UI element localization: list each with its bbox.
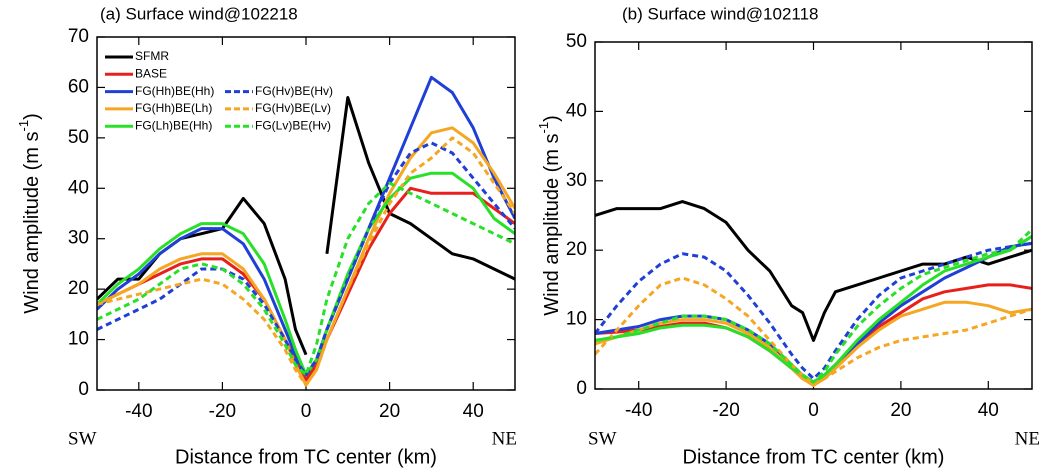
legend-label: FG(Lv)BE(Hv) — [255, 118, 331, 132]
panel: 0 10 20 30 40 50 60 70 -40 -20 0 20 40 (a) Surface wi… — [16, 4, 517, 468]
x-tick-label: 20 — [890, 400, 911, 421]
x-tick-label: 20 — [379, 401, 400, 422]
series-line — [97, 96, 515, 356]
plot-frame — [96, 36, 516, 391]
direction-label: NE — [492, 428, 517, 449]
y-tick-label: 0 — [576, 378, 587, 399]
x-axis-label: Distance from TC center (km) — [683, 446, 945, 468]
series-line — [595, 241, 1032, 381]
y-tick-label: 50 — [68, 127, 89, 148]
x-tick-label: -40 — [625, 400, 652, 421]
legend-label: FG(Hh)BE(Lh) — [135, 101, 212, 115]
y-tick-label: 40 — [68, 177, 89, 198]
x-tick-label: -40 — [125, 401, 152, 422]
legend-label: FG(Hh)BE(Hh) — [135, 84, 214, 98]
legend-label: FG(Lh)BE(Hh) — [135, 118, 212, 132]
chart-title: (a) Surface wind@102218 — [100, 4, 298, 23]
y-axis-label-end: ) — [541, 115, 563, 122]
y-axis-label-text: Wind amplitude (m s — [541, 133, 563, 315]
y-tick-label: 30 — [68, 228, 89, 249]
x-axis-label: Distance from TC center (km) — [175, 446, 437, 468]
y-axis-label-sup: -1 — [16, 120, 31, 132]
x-tick-label: -20 — [209, 401, 236, 422]
plot-frame — [594, 41, 1033, 390]
y-tick-label: 70 — [68, 26, 89, 47]
y-tick-label: 60 — [68, 76, 89, 97]
direction-label: NE — [1015, 428, 1040, 449]
legend-label: FG(Hv)BE(Lv) — [255, 101, 331, 115]
y-tick-label: 0 — [78, 379, 89, 400]
y-tick-label: 10 — [566, 309, 587, 330]
x-tick-label: -20 — [712, 400, 739, 421]
series-line — [595, 228, 1032, 384]
y-tick-label: 30 — [566, 170, 587, 191]
legend-label: SFMR — [135, 49, 169, 63]
series-line — [97, 186, 515, 382]
direction-label: SW — [588, 428, 617, 449]
y-tick-label: 20 — [68, 278, 89, 299]
y-axis-label-sup: -1 — [536, 122, 551, 134]
series-line — [97, 136, 515, 387]
series-line — [595, 300, 1032, 387]
y-tick-label: 50 — [566, 31, 587, 52]
series-line — [595, 276, 1032, 386]
series-line — [97, 126, 515, 387]
x-tick-label: 40 — [978, 400, 999, 421]
series-line — [97, 141, 515, 377]
y-axis-label-end: ) — [21, 113, 43, 120]
x-tick-label: 0 — [808, 400, 819, 421]
legend-label: BASE — [135, 66, 167, 80]
y-axis-label: Wind amplitude (m s-1) — [536, 115, 563, 316]
x-tick-label: 40 — [463, 401, 484, 422]
y-axis-label: Wind amplitude (m s-1) — [16, 113, 43, 314]
chart-title: (b) Surface wind@102118 — [622, 4, 819, 23]
y-tick-label: 10 — [68, 329, 89, 350]
x-tick-label: 0 — [301, 401, 312, 422]
series-line — [595, 283, 1032, 386]
y-axis-label-text: Wind amplitude (m s — [21, 131, 43, 313]
legend-label: FG(Hv)BE(Hv) — [255, 84, 333, 98]
y-tick-label: 40 — [566, 100, 587, 121]
panel: 0 10 20 30 40 50 -40 -20 0 20 40 (b) Surface wind@1… — [536, 4, 1040, 468]
direction-label: SW — [68, 428, 97, 449]
series-line — [97, 181, 515, 377]
y-tick-label: 20 — [566, 239, 587, 260]
